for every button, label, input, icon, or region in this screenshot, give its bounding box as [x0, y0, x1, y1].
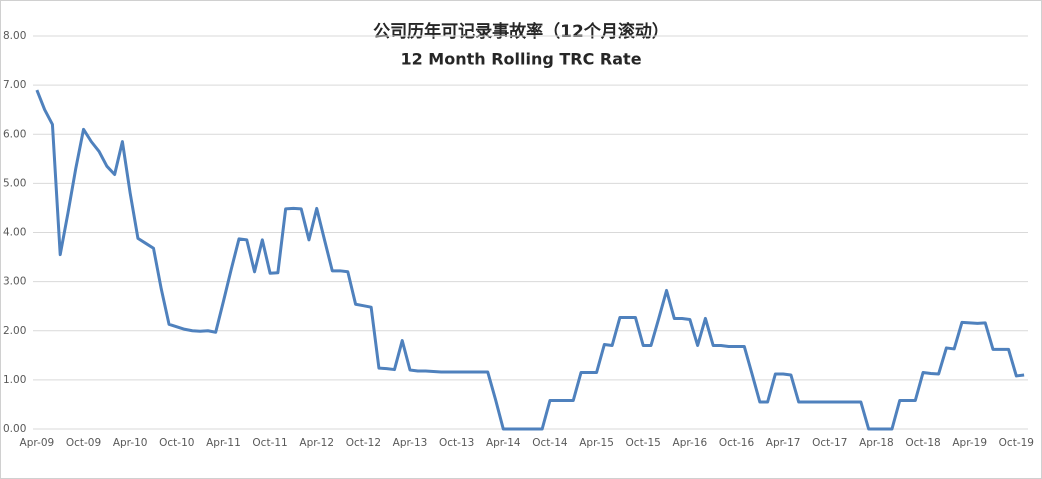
x-tick-label: Apr-18 [859, 437, 894, 449]
y-tick-label: 7.00 [3, 79, 26, 91]
x-tick-label: Oct-17 [812, 437, 847, 449]
x-tick-label: Oct-14 [532, 437, 568, 449]
x-tick-label: Apr-15 [579, 437, 614, 449]
x-tick-label: Apr-12 [299, 437, 334, 449]
x-tick-label: Apr-10 [113, 437, 148, 449]
data-line [35, 89, 1025, 431]
x-tick-label: Oct-15 [626, 437, 661, 449]
x-tick-label: Apr-09 [20, 437, 55, 449]
y-tick-label: 6.00 [3, 128, 26, 140]
x-tick-label: Apr-11 [206, 437, 241, 449]
x-tick-label: Oct-12 [346, 437, 381, 449]
x-tick-label: Apr-14 [486, 437, 521, 449]
y-tick-label: 0.00 [3, 423, 26, 435]
x-tick-label: Oct-11 [252, 437, 287, 449]
y-tick-label: 3.00 [3, 276, 26, 288]
y-tick-label: 4.00 [3, 227, 26, 239]
x-tick-label: Oct-18 [905, 437, 940, 449]
x-tick-label: Oct-09 [66, 437, 101, 449]
y-tick-label: 2.00 [3, 325, 26, 337]
y-tick-label: 5.00 [3, 177, 26, 189]
x-tick-label: Oct-13 [439, 437, 474, 449]
chart-title: 公司历年可记录事故率（12个月滚动） [373, 21, 669, 42]
x-tick-label: Oct-19 [999, 437, 1034, 449]
chart-subtitle: 12 Month Rolling TRC Rate [400, 50, 641, 69]
x-tick-label: Apr-13 [393, 437, 428, 449]
x-tick-label: Apr-16 [673, 437, 708, 449]
x-tick-label: Apr-19 [952, 437, 987, 449]
x-tick-label: Apr-17 [766, 437, 801, 449]
x-tick-label: Oct-10 [159, 437, 194, 449]
x-tick-label: Oct-16 [719, 437, 755, 449]
y-tick-label: 8.00 [3, 30, 26, 42]
y-tick-label: 1.00 [3, 374, 26, 386]
